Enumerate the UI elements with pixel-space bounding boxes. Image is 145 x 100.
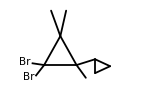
Text: Br: Br — [23, 72, 34, 82]
Text: Br: Br — [19, 57, 31, 67]
